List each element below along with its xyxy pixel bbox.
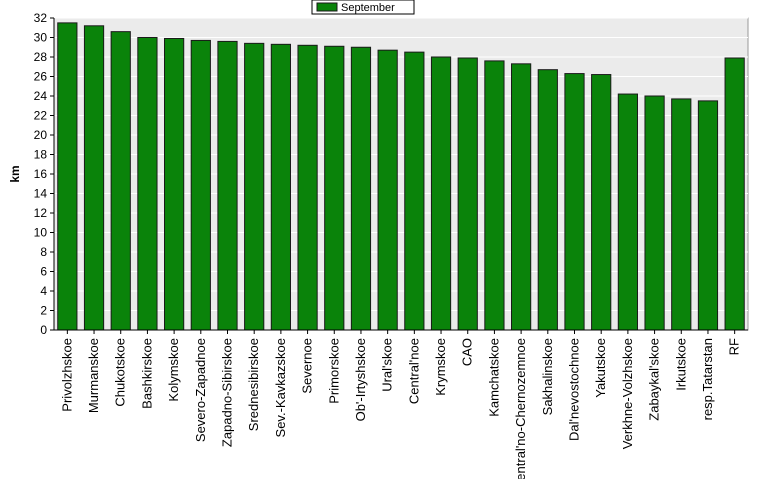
bar xyxy=(484,60,505,331)
bar xyxy=(324,45,345,331)
bar xyxy=(537,69,558,331)
bar xyxy=(190,39,211,331)
x-tick-label: CAO xyxy=(460,338,475,366)
bar xyxy=(164,37,185,331)
x-tick-label: Kolymskoe xyxy=(166,338,181,402)
x-tick-label: Primorskoe xyxy=(326,338,341,404)
bar xyxy=(217,40,238,331)
x-tick-label: Central'noe xyxy=(406,338,421,404)
x-tick-label: Murmanskoe xyxy=(86,338,101,413)
x-tick-label: Severnoe xyxy=(300,338,315,394)
bar xyxy=(724,57,745,331)
y-tick-label: 12 xyxy=(34,206,48,220)
y-tick-label: 0 xyxy=(40,323,47,337)
x-tick-label: Verkhne-Volzhskoe xyxy=(620,338,635,449)
x-tick-label: Central'no-Chernozemnoe xyxy=(513,338,528,479)
bar xyxy=(244,42,265,331)
x-tick-label: Yakutskoe xyxy=(593,338,608,398)
bar xyxy=(564,73,585,331)
bar xyxy=(297,44,318,331)
bar xyxy=(697,100,719,331)
x-tick-label: Zapadno-Sibirskoe xyxy=(220,338,235,447)
y-tick-label: 14 xyxy=(34,187,48,201)
y-tick-label: 16 xyxy=(34,167,48,181)
y-axis-title: km xyxy=(8,165,22,182)
bar xyxy=(511,63,532,331)
y-tick-label: 30 xyxy=(34,31,48,45)
bars xyxy=(57,22,745,331)
bar xyxy=(644,95,665,331)
x-tick-label: RF xyxy=(727,338,742,355)
legend-swatch xyxy=(316,2,338,12)
bar xyxy=(110,31,131,331)
y-tick-label: 8 xyxy=(40,245,47,259)
y-tick-label: 32 xyxy=(34,11,48,25)
x-tick-label: Ural'skoe xyxy=(380,338,395,392)
x-tick-label: Sev.-Kavkazskoe xyxy=(273,338,288,437)
x-tick-label: Srednesibirskoe xyxy=(246,338,261,431)
bar xyxy=(350,46,372,331)
x-axis-ticks: Privolzhskoe Murmanskoe Chukotskoe Bashkirs… xyxy=(59,330,742,479)
x-tick-label: Privolzhskoe xyxy=(59,338,74,412)
y-tick-label: 10 xyxy=(34,226,48,240)
y-tick-label: 18 xyxy=(34,148,48,162)
bar xyxy=(270,43,291,331)
bar xyxy=(404,51,425,331)
bar xyxy=(83,25,105,331)
x-tick-label: Bashkirskoe xyxy=(139,338,154,409)
x-tick-label: Ob'-Irtyshskoe xyxy=(353,338,368,421)
bar xyxy=(137,37,158,331)
bar xyxy=(671,98,692,331)
legend: September xyxy=(311,0,415,15)
x-tick-label: Irkutskoe xyxy=(673,338,688,391)
bar xyxy=(430,56,452,331)
x-tick-label: Kamchatskoe xyxy=(486,338,501,417)
x-tick-label: Severo-Zapadnoe xyxy=(193,338,208,442)
x-tick-label: Sakhalinskoe xyxy=(540,338,555,415)
x-tick-label: Chukotskoe xyxy=(113,338,128,407)
bar xyxy=(377,49,398,331)
x-tick-label: Zabaykal'skoe xyxy=(647,338,662,421)
y-tick-label: 2 xyxy=(40,304,47,318)
y-tick-label: 20 xyxy=(34,128,48,142)
y-tick-label: 6 xyxy=(40,265,47,279)
y-tick-label: 26 xyxy=(34,70,48,84)
y-tick-label: 24 xyxy=(34,89,48,103)
x-tick-label: Dal'nevostochnoe xyxy=(567,338,582,441)
bar xyxy=(591,74,612,331)
y-tick-label: 28 xyxy=(34,50,48,64)
y-tick-label: 4 xyxy=(40,284,47,298)
bar xyxy=(57,22,78,331)
x-tick-label: resp.Tatarstan xyxy=(700,338,715,420)
bar xyxy=(617,93,638,331)
y-tick-label: 22 xyxy=(34,109,48,123)
x-tick-label: Krymskoe xyxy=(433,338,448,396)
legend-label: September xyxy=(341,2,395,14)
bar xyxy=(457,57,478,331)
